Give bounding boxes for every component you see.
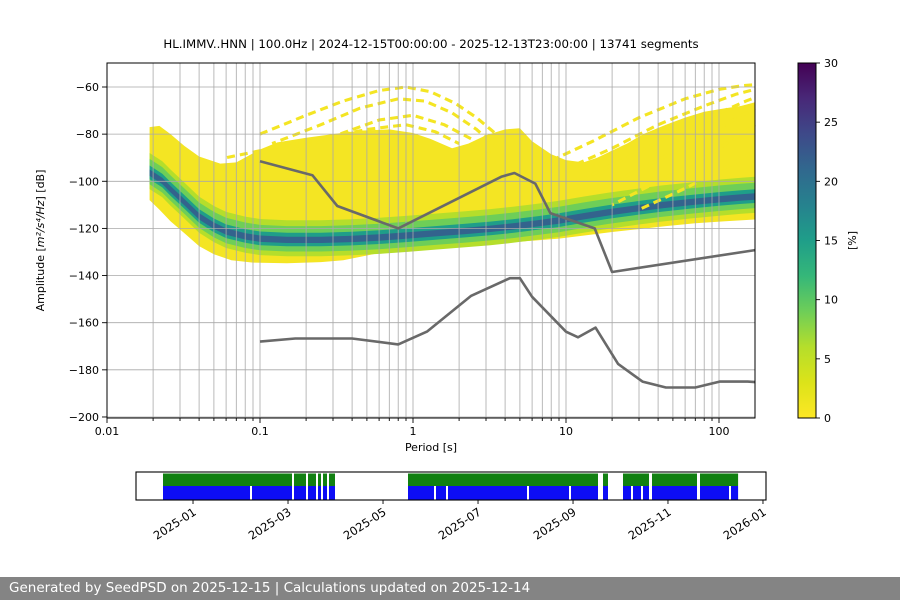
availability-segment — [323, 486, 327, 500]
availability-row-psd-coverage — [163, 486, 739, 500]
grid — [106, 63, 755, 418]
availability-segment — [643, 486, 649, 500]
availability-segment — [163, 486, 250, 500]
timeline-tick-label: 2025-07 — [436, 505, 484, 543]
availability-segment — [448, 486, 527, 500]
availability-segment — [436, 486, 446, 500]
x-tick-label: 1 — [410, 425, 417, 438]
footer-text: Generated by SeedPSD on 2025-12-15 | Cal… — [9, 580, 531, 596]
timeline-tick-label: 2025-05 — [341, 505, 389, 543]
availability-timeline: 2025-01 2025-03 2025-05 2025-07 2025-09 2025-… — [135, 471, 769, 543]
noise-models — [259, 159, 756, 389]
band-dark — [149, 169, 756, 243]
availability-segment — [408, 473, 598, 486]
availability-segment — [603, 486, 608, 500]
plot-frame — [106, 62, 756, 419]
availability-segment — [700, 473, 739, 486]
timeline-tick-label: 2025-01 — [151, 505, 199, 543]
availability-segment — [294, 473, 306, 486]
ppsd-histogram — [149, 102, 756, 264]
timeline-frame — [135, 471, 767, 501]
colorbar-tick-label: 10 — [824, 294, 838, 307]
colorbar-tick-label: 0 — [824, 412, 831, 425]
availability-segment — [308, 486, 316, 500]
x-tick-label: 0.1 — [251, 425, 269, 438]
y-axis-label: Amplitude [m²/s⁴/Hz] [dB] — [34, 170, 47, 312]
availability-segment — [700, 486, 729, 500]
availability-segment — [252, 486, 292, 500]
x-axis-label: Period [s] — [405, 441, 457, 454]
y-tick-label: −180 — [69, 364, 99, 377]
x-tick-label: 100 — [709, 425, 730, 438]
colorbar-axis-label: [%] — [846, 231, 859, 250]
colorbar-gradient — [798, 63, 816, 418]
colorbar-tick-label: 20 — [824, 175, 838, 188]
availability-segment — [652, 473, 697, 486]
availability-segment — [318, 473, 321, 486]
availability-segment — [408, 486, 434, 500]
colorbar-tick-label: 5 — [824, 353, 831, 366]
y-tick-label: −60 — [76, 81, 99, 94]
availability-segment — [731, 486, 739, 500]
colorbar-tick-label: 30 — [824, 57, 838, 70]
y-tick-label: −140 — [69, 270, 99, 283]
x-tick-label: 10 — [559, 425, 573, 438]
noise-model-model_low — [259, 276, 756, 389]
ppsd-streak — [259, 85, 515, 155]
y-tick-label: −80 — [76, 128, 99, 141]
availability-segment — [308, 473, 316, 486]
ppsd-streak — [577, 96, 756, 183]
availability-segment — [323, 473, 327, 486]
timeline-tick-label: 2025-03 — [246, 505, 294, 543]
availability-segment — [623, 486, 631, 500]
ppsd-streak — [558, 87, 756, 174]
y-tick-label: −120 — [69, 222, 99, 235]
availability-segment — [571, 486, 598, 500]
availability-segment — [529, 486, 569, 500]
y-tick-label: −160 — [69, 317, 99, 330]
availability-segment — [329, 486, 335, 500]
availability-segment — [603, 473, 608, 486]
availability-segment — [294, 486, 306, 500]
footer-bar: Generated by SeedPSD on 2025-12-15 | Cal… — [0, 577, 900, 600]
colorbar-tick-label: 15 — [824, 235, 838, 248]
availability-segment — [329, 473, 335, 486]
availability-segment — [652, 486, 697, 500]
plot-title: HL.IMMV..HNN | 100.0Hz | 2024-12-15T00:0… — [163, 37, 699, 51]
timeline-tick-label: 2025-09 — [531, 505, 579, 543]
x-tick-label: 0.01 — [95, 425, 120, 438]
availability-segment — [633, 486, 641, 500]
ppsd-streak — [225, 123, 460, 160]
availability-segment — [163, 473, 292, 486]
availability-segment — [318, 486, 321, 500]
y-tick-label: −100 — [69, 175, 99, 188]
axes: 0.01 0.1 1 10 100 Period [s] −60 −80 −100 −120 −14… — [34, 62, 756, 454]
availability-segment — [623, 473, 649, 486]
y-tick-label: −200 — [69, 411, 99, 424]
availability-row-data-coverage — [163, 473, 739, 486]
colorbar-tick-label: 25 — [824, 116, 838, 129]
timeline-tick-label: 2026-01 — [721, 505, 769, 543]
colorbar: 0 5 10 15 20 25 30 [%] — [797, 57, 859, 425]
timeline-tick-label: 2025-11 — [626, 505, 674, 543]
noise-model-model_high — [259, 159, 756, 274]
